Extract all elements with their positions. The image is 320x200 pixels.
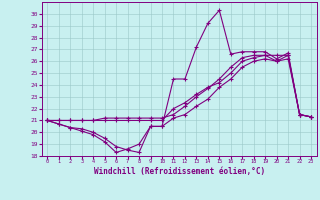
X-axis label: Windchill (Refroidissement éolien,°C): Windchill (Refroidissement éolien,°C) [94,167,265,176]
